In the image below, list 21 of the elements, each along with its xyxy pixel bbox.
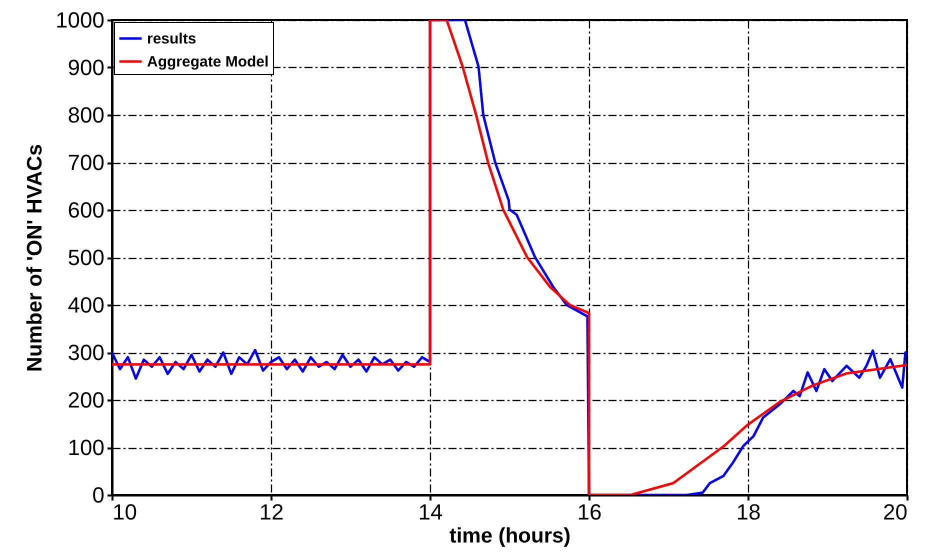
legend-label: results — [147, 30, 196, 48]
x-tick-label: 18 — [736, 500, 761, 524]
y-tick-label: 300 — [68, 340, 104, 365]
x-tick-label: 10 — [112, 500, 137, 524]
x-tick-label: 20 — [883, 500, 908, 524]
y-tick-label: 600 — [68, 198, 104, 222]
y-tick-label: 200 — [68, 388, 104, 412]
y-tick-label: 1000 — [56, 8, 104, 32]
y-tick-label: 800 — [68, 102, 104, 128]
x-tick-label: 16 — [577, 500, 602, 524]
y-tick-label: 400 — [68, 292, 104, 318]
y-tick-label: 700 — [68, 150, 104, 175]
y-tick-label: 500 — [68, 245, 104, 270]
legend-label: Aggregate Model — [147, 54, 269, 70]
x-tick-label: 12 — [259, 500, 284, 524]
y-tick-label: 0 — [92, 482, 104, 508]
y-tick-label: 900 — [68, 55, 104, 80]
y-axis-title: Number of 'ON' HVACs — [24, 144, 47, 372]
x-tick-label: 14 — [418, 500, 443, 524]
x-axis-title: time (hours) — [449, 524, 571, 548]
y-tick-label: 100 — [68, 435, 104, 460]
